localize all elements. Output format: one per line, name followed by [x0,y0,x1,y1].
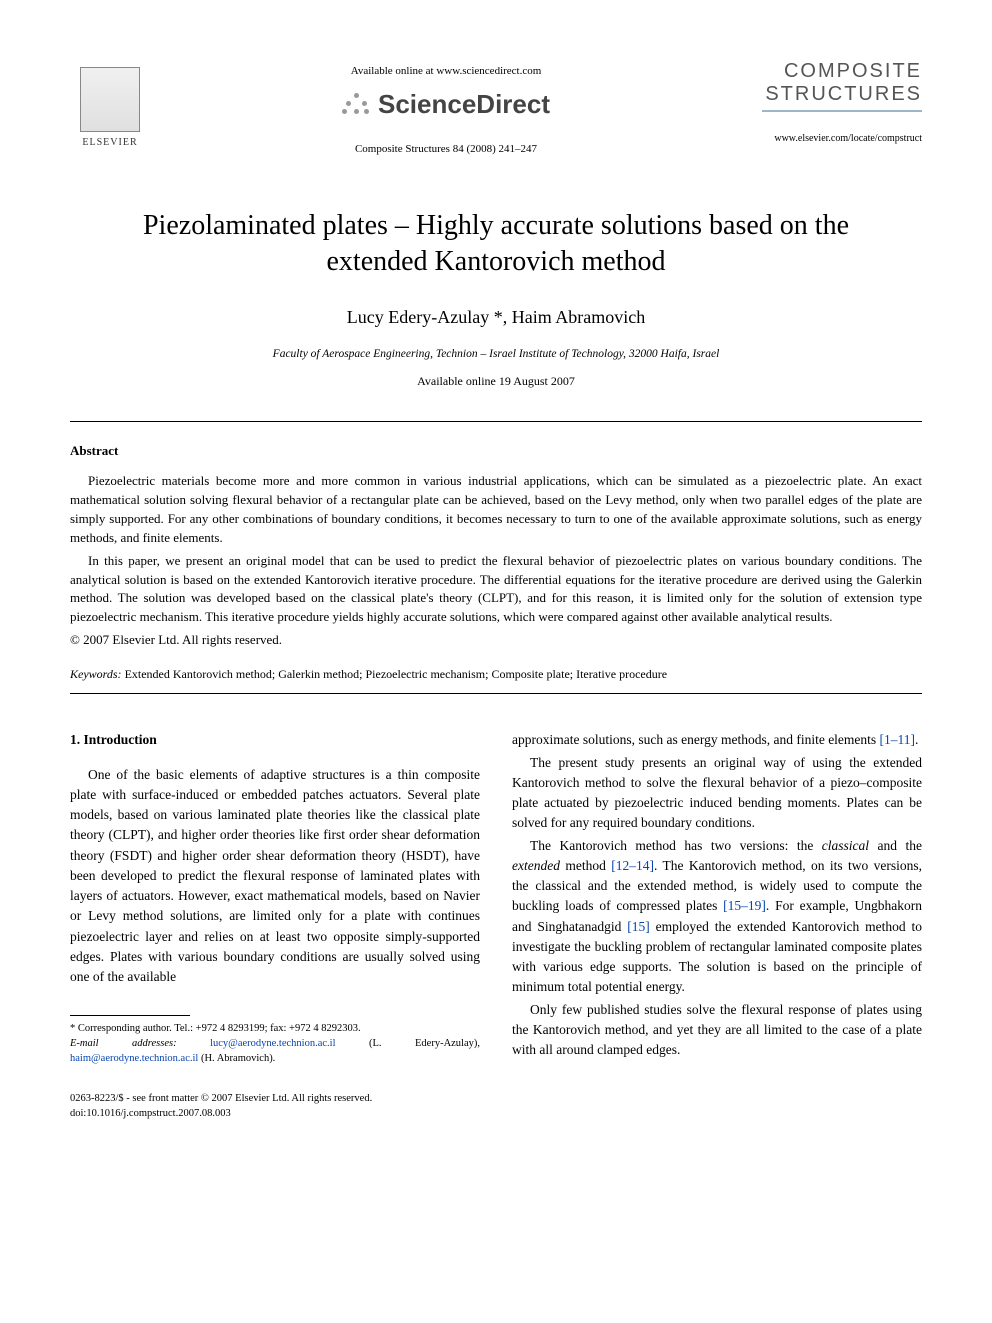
rule-top [70,421,922,422]
intro-left-para: One of the basic elements of adaptive st… [70,765,480,988]
abstract-heading: Abstract [70,442,922,461]
email-name-1: (L. Edery-Azulay), [336,1038,481,1049]
ref-link-4[interactable]: [15] [627,919,650,934]
keywords-label: Keywords: [70,667,122,681]
affiliation: Faculty of Aerospace Engineering, Techni… [70,346,922,363]
elsevier-logo: ELSEVIER [70,60,150,150]
sciencedirect-dots-icon [342,91,370,119]
right-para-1a: approximate solutions, such as energy me… [512,732,880,747]
keywords: Keywords: Extended Kantorovich method; G… [70,666,922,683]
journal-title-line2: STRUCTURES [742,83,922,106]
available-online-text: Available online at www.sciencedirect.co… [150,64,742,80]
footnote-block: * Corresponding author. Tel.: +972 4 829… [70,1022,480,1066]
right-para-1: approximate solutions, such as energy me… [512,730,922,750]
classical-italic: classical [822,838,869,853]
publisher-name: ELSEVIER [82,136,137,151]
journal-header: COMPOSITE STRUCTURES www.elsevier.com/lo… [742,60,922,147]
bottom-meta: 0263-8223/$ - see front matter © 2007 El… [70,1092,480,1121]
journal-title-line1: COMPOSITE [742,60,922,83]
center-header: Available online at www.sciencedirect.co… [150,60,742,158]
ref-link-1[interactable]: [1–11] [880,732,916,747]
doi-line: doi:10.1016/j.compstruct.2007.08.003 [70,1107,480,1122]
keywords-text: Extended Kantorovich method; Galerkin me… [122,667,667,681]
right-para-3b: and the [869,838,922,853]
elsevier-tree-icon [80,67,140,132]
email-label: E-mail addresses: [70,1038,177,1049]
article-title: Piezolaminated plates – Highly accurate … [110,208,882,281]
right-para-2: The present study presents an original w… [512,753,922,834]
right-para-1b: . [915,732,918,747]
email-line: E-mail addresses: lucy@aerodyne.technion… [70,1037,480,1066]
footnote-rule [70,1015,190,1016]
right-para-3a: The Kantorovich method has two versions:… [530,838,822,853]
journal-rule [762,110,922,112]
authors: Lucy Edery-Azulay *, Haim Abramovich [70,304,922,330]
email-link-2[interactable]: haim@aerodyne.technion.ac.il [70,1053,198,1064]
ref-link-3[interactable]: [15–19] [723,898,766,913]
corresponding-author: * Corresponding author. Tel.: +972 4 829… [70,1022,480,1037]
two-column-body: 1. Introduction One of the basic element… [70,730,922,1121]
rule-bottom [70,693,922,694]
email-link-1[interactable]: lucy@aerodyne.technion.ac.il [210,1038,335,1049]
abstract-para-1: Piezoelectric materials become more and … [70,472,922,547]
sciencedirect-text: ScienceDirect [378,86,550,124]
journal-title: COMPOSITE STRUCTURES [742,60,922,106]
citation-line: Composite Structures 84 (2008) 241–247 [150,142,742,158]
left-column: 1. Introduction One of the basic element… [70,730,480,1121]
front-matter-line: 0263-8223/$ - see front matter © 2007 El… [70,1092,480,1107]
right-column: approximate solutions, such as energy me… [512,730,922,1121]
intro-heading: 1. Introduction [70,730,480,750]
extended-italic: extended [512,858,560,873]
abstract-para-2: In this paper, we present an original mo… [70,552,922,627]
sciencedirect-logo: ScienceDirect [342,86,550,124]
journal-url: www.elsevier.com/locate/compstruct [742,132,922,147]
email-name-2: (H. Abramovich). [198,1053,275,1064]
ref-link-2[interactable]: [12–14] [611,858,654,873]
right-para-3: The Kantorovich method has two versions:… [512,836,922,998]
page-header: ELSEVIER Available online at www.science… [70,60,922,158]
right-para-4: Only few published studies solve the fle… [512,1000,922,1061]
available-date: Available online 19 August 2007 [70,373,922,390]
right-para-3c: method [560,858,611,873]
abstract-copyright: © 2007 Elsevier Ltd. All rights reserved… [70,631,922,650]
